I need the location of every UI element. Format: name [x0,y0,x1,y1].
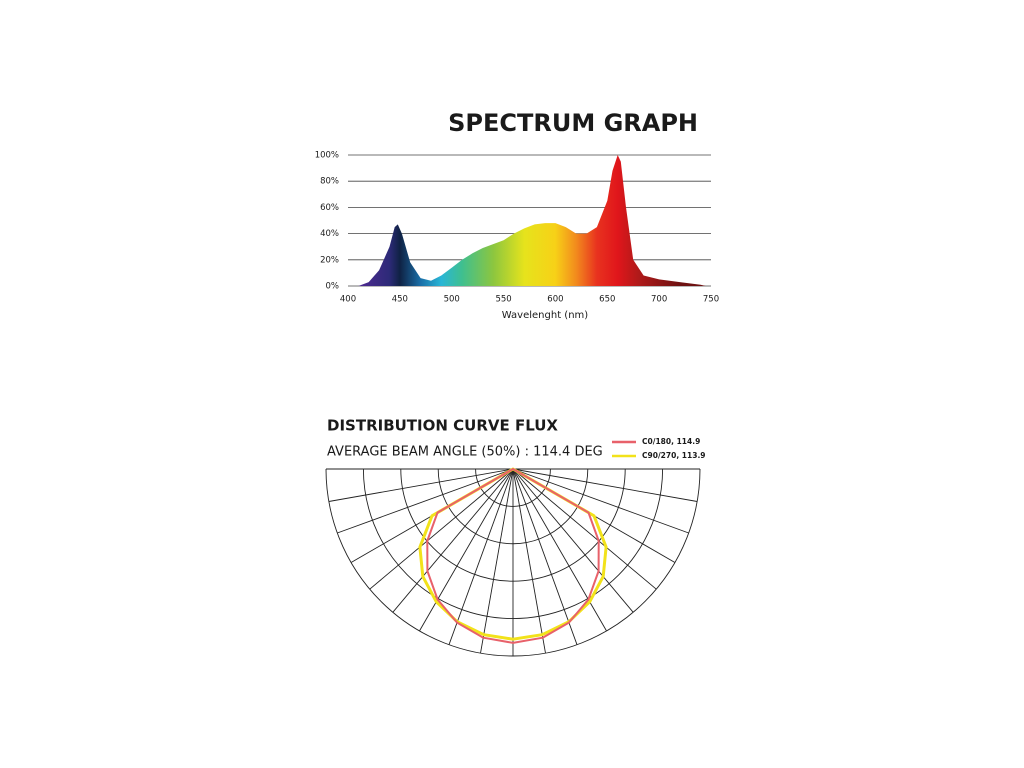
legend-label: C90/270, 113.9 [642,451,706,460]
spoke [392,468,514,613]
spoke [512,468,698,502]
spoke [512,468,634,613]
polar-subtitle: AVERAGE BEAM ANGLE (50%) : 114.4 DEG [327,445,603,460]
x-tick-label: 500 [444,295,460,305]
y-tick-label: 20% [320,255,339,265]
x-tick-label: 550 [495,295,511,305]
y-tick-label: 100% [315,151,339,161]
polar-curve [418,467,608,641]
spoke [512,468,607,632]
spoke [512,468,578,645]
spectrum-area [358,155,706,286]
spoke [512,468,689,534]
spoke [328,468,514,502]
spoke [512,468,546,654]
y-tick-label: 80% [320,177,339,187]
polar-curve [426,468,600,644]
x-axis-label: Wavelenght (nm) [502,310,588,321]
polar-title: DISTRIBUTION CURVE FLUX [327,417,558,435]
y-tick-label: 40% [320,229,339,239]
spoke [448,468,514,645]
spectrum-title: SPECTRUM GRAPH [448,109,698,137]
spoke [419,468,514,632]
x-tick-label: 450 [392,295,408,305]
x-tick-label: 700 [651,295,667,305]
y-tick-label: 60% [320,203,339,213]
y-tick-label: 0% [326,282,340,292]
x-tick-label: 650 [599,295,615,305]
spoke [480,468,514,654]
legend-label: C0/180, 114.9 [642,437,700,446]
x-tick-label: 750 [703,295,719,305]
x-tick-label: 400 [340,295,356,305]
spoke [512,468,657,590]
x-tick-label: 600 [547,295,563,305]
spoke [369,468,514,590]
spoke [337,468,514,534]
